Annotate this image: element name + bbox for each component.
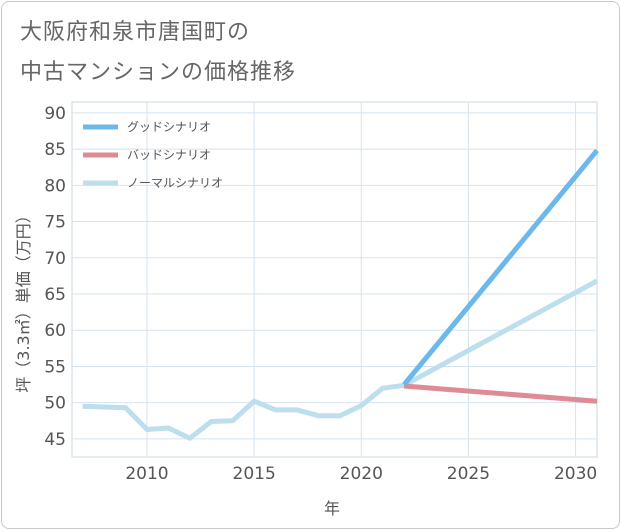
y-tick-label: 65 <box>44 285 66 305</box>
y-tick-label: 60 <box>44 321 66 341</box>
y-tick-label: 70 <box>44 249 66 269</box>
series-group <box>82 148 599 441</box>
x-tick-label: 2025 <box>447 464 490 484</box>
y-axis-ticks: 45 50 55 60 65 70 75 80 85 90 <box>44 104 66 450</box>
grid <box>72 102 597 457</box>
x-tick-label: 2020 <box>340 464 383 484</box>
legend-label-2: ノーマルシナリオ <box>127 176 223 190</box>
legend-label-0: グッドシナリオ <box>127 120 211 134</box>
y-tick-label: 90 <box>44 104 66 124</box>
series-line-2 <box>82 278 599 441</box>
y-axis-label: 坪（3.3㎡）単価（万円） <box>14 207 33 392</box>
chart-title-line2: 中古マンションの価格推移 <box>20 60 297 85</box>
plot-area <box>71 101 598 458</box>
y-tick-label: 80 <box>44 176 66 196</box>
chart-title-line1: 大阪府和泉市唐国町の <box>20 20 251 45</box>
y-tick-label: 55 <box>44 357 66 377</box>
x-axis-label: 年 <box>324 499 340 518</box>
y-tick-label: 75 <box>44 213 66 233</box>
x-tick-label: 2015 <box>233 464 276 484</box>
series-line-1 <box>403 383 598 404</box>
x-tick-label: 2010 <box>125 464 168 484</box>
x-axis-ticks: 2010 2015 2020 2025 2030 <box>125 464 597 484</box>
y-tick-label: 45 <box>44 430 66 450</box>
y-tick-label: 85 <box>44 140 66 160</box>
series-line-0 <box>402 148 599 387</box>
x-tick-label: 2030 <box>554 464 597 484</box>
legend-label-1: バッドシナリオ <box>127 148 211 162</box>
y-tick-label: 50 <box>44 394 66 414</box>
